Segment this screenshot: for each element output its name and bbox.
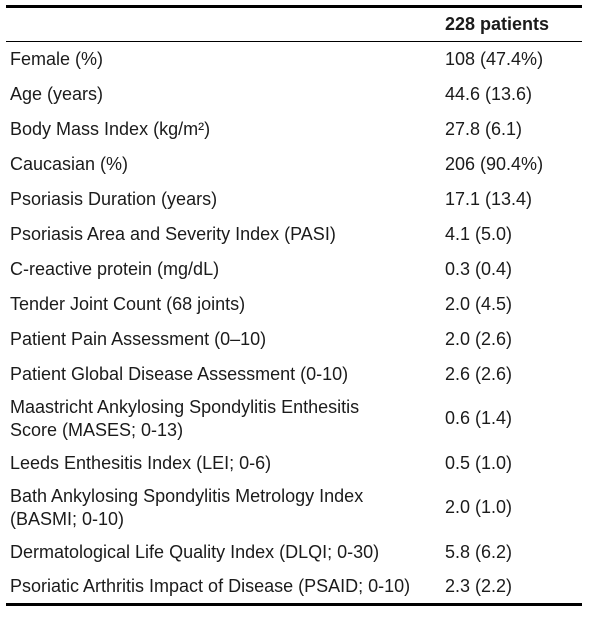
- table-row: Leeds Enthesitis Index (LEI; 0-6) 0.5 (1.…: [6, 446, 582, 481]
- row-value: 0.5 (1.0): [445, 452, 513, 473]
- table-row: Caucasian (%) 206 (90.4%): [6, 147, 582, 182]
- row-label: Psoriasis Duration (years): [10, 188, 218, 209]
- row-label: C-reactive protein (mg/dL): [10, 258, 220, 279]
- row-value: 2.6 (2.6): [445, 363, 513, 384]
- row-value: 108 (47.4%): [445, 48, 544, 69]
- table-row: Body Mass Index (kg/m²) 27.8 (6.1): [6, 112, 582, 147]
- row-value: 27.8 (6.1): [445, 118, 523, 139]
- table-row: Maastricht Ankylosing Spondylitis Enthes…: [6, 392, 582, 446]
- row-label: Dermatological Life Quality Index (DLQI;…: [10, 541, 380, 562]
- table-row: Tender Joint Count (68 joints) 2.0 (4.5): [6, 287, 582, 322]
- row-value: 2.0 (1.0): [445, 497, 513, 517]
- row-value: 206 (90.4%): [445, 153, 544, 174]
- row-value: 0.6 (1.4): [445, 408, 513, 428]
- row-label: Age (years): [10, 83, 104, 104]
- header-row: 228 patients: [6, 7, 582, 42]
- table-body: Female (%) 108 (47.4%) Age (years) 44.6 (13…: [6, 42, 582, 605]
- row-value: 2.0 (4.5): [445, 293, 513, 314]
- patient-characteristics-table: 228 patients Female (%) 108 (47.4%) Age (y…: [6, 5, 582, 606]
- row-label: Caucasian (%): [10, 153, 129, 174]
- table-row: C-reactive protein (mg/dL) 0.3 (0.4): [6, 252, 582, 287]
- table-row: Psoriasis Area and Severity Index (PASI)…: [6, 217, 582, 252]
- table-row: Patient Global Disease Assessment (0-10)…: [6, 357, 582, 392]
- row-label: Leeds Enthesitis Index (LEI; 0-6): [10, 452, 272, 473]
- table-row: Patient Pain Assessment (0–10) 2.0 (2.6): [6, 322, 582, 357]
- row-value: 5.8 (6.2): [445, 541, 513, 562]
- table-row: Bath Ankylosing Spondylitis Metrology In…: [6, 481, 582, 535]
- table-row: Psoriasis Duration (years) 17.1 (13.4): [6, 182, 582, 217]
- row-value: 2.3 (2.2): [445, 575, 513, 596]
- row-label: Maastricht Ankylosing Spondylitis Enthes…: [10, 396, 360, 440]
- row-label: Body Mass Index (kg/m²): [10, 118, 211, 139]
- row-label: Bath Ankylosing Spondylitis Metrology In…: [10, 485, 364, 529]
- table-header: 228 patients: [6, 7, 582, 42]
- header-patients-cell: 228 patients: [445, 14, 550, 34]
- table-row: Dermatological Life Quality Index (DLQI;…: [6, 535, 582, 570]
- row-value: 44.6 (13.6): [445, 83, 533, 104]
- row-value: 0.3 (0.4): [445, 258, 513, 279]
- row-value: 4.1 (5.0): [445, 223, 513, 244]
- row-label: Psoriatic Arthritis Impact of Disease (P…: [10, 575, 411, 596]
- row-value: 2.0 (2.6): [445, 328, 513, 349]
- row-label: Patient Pain Assessment (0–10): [10, 328, 267, 349]
- row-label: Female (%): [10, 48, 104, 69]
- row-label: Psoriasis Area and Severity Index (PASI): [10, 223, 336, 244]
- table-row: Age (years) 44.6 (13.6): [6, 77, 582, 112]
- row-label: Patient Global Disease Assessment (0-10): [10, 363, 349, 384]
- row-value: 17.1 (13.4): [445, 188, 533, 209]
- header-empty-cell: [6, 7, 445, 42]
- table-row: Psoriatic Arthritis Impact of Disease (P…: [6, 570, 582, 605]
- row-label: Tender Joint Count (68 joints): [10, 293, 246, 314]
- table-row: Female (%) 108 (47.4%): [6, 42, 582, 77]
